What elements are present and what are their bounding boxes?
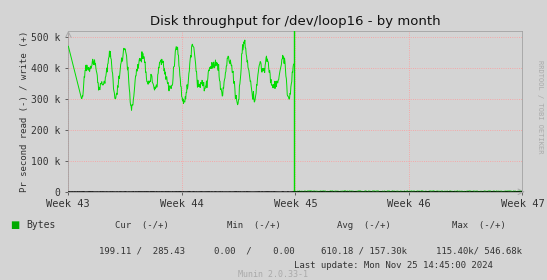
Title: Disk throughput for /dev/loop16 - by month: Disk throughput for /dev/loop16 - by mon… <box>150 15 441 28</box>
Text: Munin 2.0.33-1: Munin 2.0.33-1 <box>238 270 309 279</box>
Text: RRDTOOL / TOBI OETIKER: RRDTOOL / TOBI OETIKER <box>537 60 543 153</box>
Text: 115.40k/ 546.68k: 115.40k/ 546.68k <box>435 246 522 255</box>
Text: 0.00  /    0.00: 0.00 / 0.00 <box>214 246 295 255</box>
Text: Max  (-/+): Max (-/+) <box>452 221 505 230</box>
Text: 610.18 / 157.30k: 610.18 / 157.30k <box>321 246 407 255</box>
Text: Avg  (-/+): Avg (-/+) <box>337 221 391 230</box>
Text: Min  (-/+): Min (-/+) <box>228 221 281 230</box>
Text: 199.11 /  285.43: 199.11 / 285.43 <box>99 246 185 255</box>
Text: Cur  (-/+): Cur (-/+) <box>115 221 169 230</box>
Text: Bytes: Bytes <box>26 220 56 230</box>
Text: ■: ■ <box>10 220 19 230</box>
Text: Last update: Mon Nov 25 14:45:00 2024: Last update: Mon Nov 25 14:45:00 2024 <box>294 262 493 270</box>
Y-axis label: Pr second read (-) / write (+): Pr second read (-) / write (+) <box>20 31 28 192</box>
